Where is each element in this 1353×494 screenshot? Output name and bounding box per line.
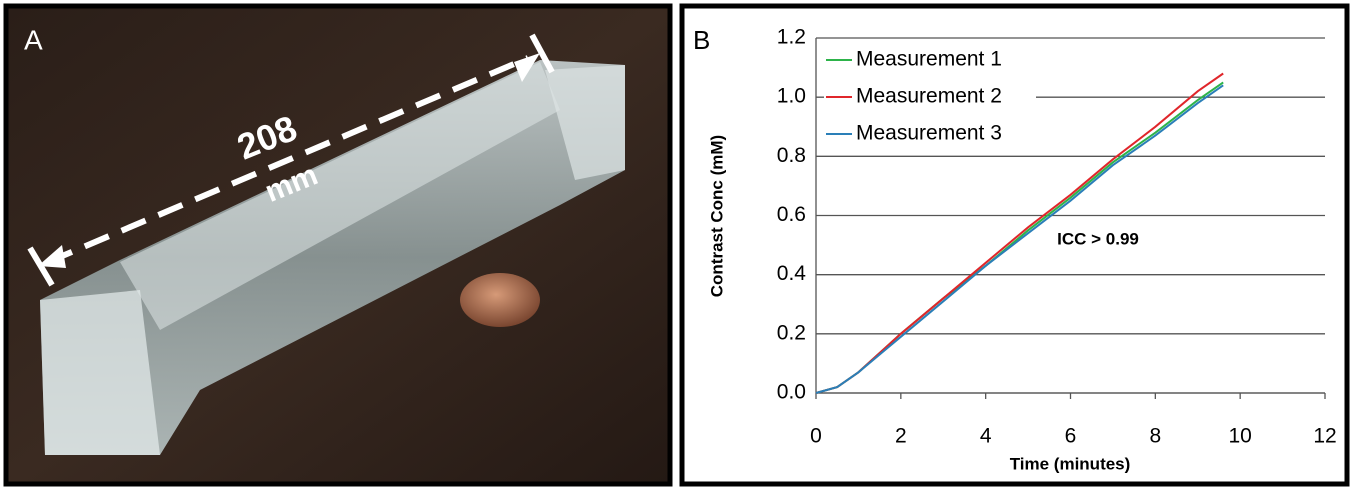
- phantom-end: [40, 290, 160, 455]
- legend-label: Measurement 3: [856, 122, 1002, 145]
- y-tick-label: 0.2: [777, 321, 806, 344]
- legend-label: Measurement 1: [856, 48, 1002, 71]
- y-tick-label: 0.0: [777, 381, 806, 404]
- x-tick-label: 0: [810, 425, 822, 448]
- chart-frame: [682, 6, 1347, 484]
- y-tick-label: 1.0: [777, 85, 806, 108]
- y-tick-label: 0.4: [777, 262, 807, 285]
- y-axis-title: Contrast Conc (mM): [707, 135, 726, 297]
- panel-label: A: [24, 24, 43, 55]
- x-tick-label: 6: [1065, 425, 1077, 448]
- x-tick-label: 2: [895, 425, 907, 448]
- y-tick-label: 0.8: [777, 144, 806, 167]
- legend-label: Measurement 2: [856, 85, 1002, 108]
- panel-label: B: [693, 25, 710, 55]
- coin: [460, 273, 540, 327]
- chart-panel: B Time (minutes) Contrast Conc (mM) 0.00…: [682, 6, 1347, 484]
- x-tick-label: 8: [1149, 425, 1161, 448]
- x-tick-label: 4: [980, 425, 992, 448]
- photo-panel: A 208 mm: [6, 6, 670, 484]
- figure: A 208 mm B Time (minutes) Contrast Conc …: [0, 0, 1353, 489]
- x-tick-label: 12: [1313, 425, 1336, 448]
- annotation: ICC > 0.99: [1057, 229, 1139, 248]
- y-tick-label: 1.2: [777, 26, 806, 49]
- x-axis-title: Time (minutes): [1010, 454, 1131, 473]
- x-tick-label: 10: [1228, 425, 1251, 448]
- y-tick-label: 0.6: [777, 203, 806, 226]
